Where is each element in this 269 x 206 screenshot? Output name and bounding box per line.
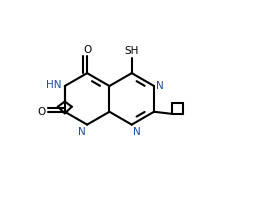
Text: HN: HN <box>47 80 62 90</box>
Text: N: N <box>157 81 164 91</box>
Text: SH: SH <box>125 46 139 56</box>
Text: O: O <box>83 44 91 55</box>
Text: O: O <box>38 107 46 117</box>
Text: N: N <box>78 127 86 137</box>
Text: N: N <box>133 127 140 137</box>
